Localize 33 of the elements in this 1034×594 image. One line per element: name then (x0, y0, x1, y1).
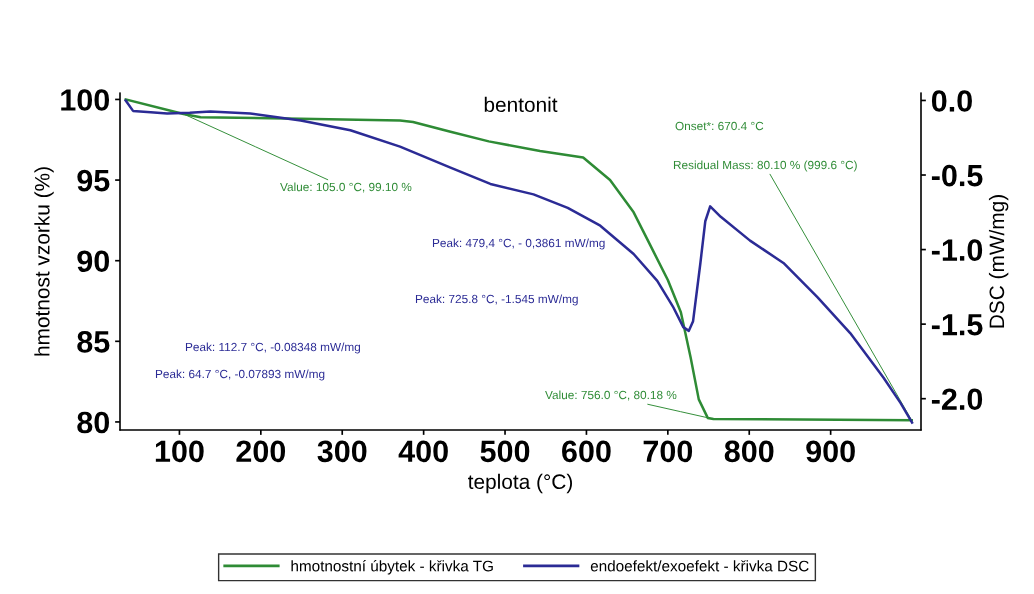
y-tick-label: 90 (77, 250, 110, 273)
annotation: Residual Mass: 80.10 % (999.6 °C) (673, 160, 857, 172)
x-tick-label: 400 (398, 440, 448, 463)
legend-label: hmotnostní úbytek - křivka TG (291, 560, 493, 575)
annotation: Peak: 725.8 °C, -1.545 mW/mg (415, 294, 578, 306)
x-tick-label: 200 (236, 440, 286, 463)
y-tick-label: 100 (61, 89, 110, 111)
y2-tick-label: -1.5 (931, 314, 983, 336)
y2-tick-label: -2.0 (931, 388, 983, 411)
chart-title: bentonit (484, 96, 558, 113)
x-tick-label: 100 (155, 440, 204, 463)
x-tick-label: 600 (562, 440, 611, 463)
annotation: Value: 756.0 °C, 80.18 % (545, 390, 677, 401)
y-axis-title: hmotnost vzorku (%) (34, 167, 54, 356)
x-tick-label: 500 (480, 440, 530, 463)
annotation: Onset*: 670.4 °C (675, 121, 764, 131)
annotation: Peak: 112.7 °C, -0.08348 mW/mg (185, 342, 361, 354)
y-tick-label: 95 (77, 169, 110, 192)
y-tick-label: 80 (77, 411, 110, 434)
y-tick-label: 85 (77, 331, 110, 353)
y2-axis-title: DSC (mW/mg) (988, 195, 1009, 328)
annotation: Peak: 64.7 °C, -0.07893 mW/mg (155, 369, 325, 381)
y2-tick-label: -1.0 (931, 239, 983, 261)
y2-tick-label: -0.5 (931, 164, 983, 187)
annotation: Peak: 479,4 °C, - 0,3861 mW/mg (432, 238, 605, 250)
x-tick-label: 700 (643, 440, 693, 463)
y2-tick-label: 0.0 (931, 90, 972, 112)
x-tick-label: 800 (724, 440, 774, 463)
x-tick-label: 900 (806, 440, 855, 463)
annotation: Value: 105.0 °C, 99.10 % (280, 182, 412, 193)
x-tick-label: 300 (317, 440, 367, 463)
x-axis-title: teplota (°C) (468, 473, 573, 494)
legend-label: endoefekt/exoefekt - křivka DSC (590, 560, 809, 572)
